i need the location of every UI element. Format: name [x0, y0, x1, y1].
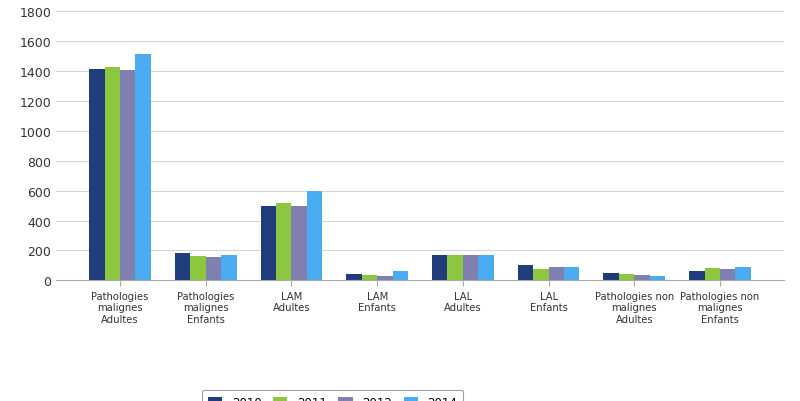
Bar: [135, 55, 151, 281]
Bar: [221, 255, 237, 281]
Bar: [276, 204, 291, 281]
Bar: [603, 273, 619, 281]
Bar: [447, 255, 463, 281]
Bar: [549, 267, 564, 281]
Bar: [533, 269, 549, 281]
Bar: [463, 255, 478, 281]
Bar: [689, 271, 705, 281]
Bar: [362, 275, 377, 281]
Bar: [120, 71, 135, 281]
Bar: [650, 276, 665, 281]
Bar: [346, 275, 362, 281]
Bar: [190, 256, 206, 281]
Bar: [105, 68, 120, 281]
Bar: [261, 207, 276, 281]
Bar: [307, 191, 322, 281]
Bar: [564, 267, 579, 281]
Bar: [432, 255, 447, 281]
Legend: 2010, 2011, 2012, 2014: 2010, 2011, 2012, 2014: [202, 390, 463, 401]
Bar: [735, 267, 751, 281]
Bar: [720, 269, 735, 281]
Bar: [634, 275, 650, 281]
Bar: [619, 274, 634, 281]
Bar: [393, 272, 408, 281]
Bar: [206, 257, 221, 281]
Bar: [89, 70, 105, 281]
Bar: [175, 253, 190, 281]
Bar: [705, 269, 720, 281]
Bar: [377, 276, 393, 281]
Bar: [291, 206, 307, 281]
Bar: [518, 266, 533, 281]
Bar: [478, 255, 494, 281]
